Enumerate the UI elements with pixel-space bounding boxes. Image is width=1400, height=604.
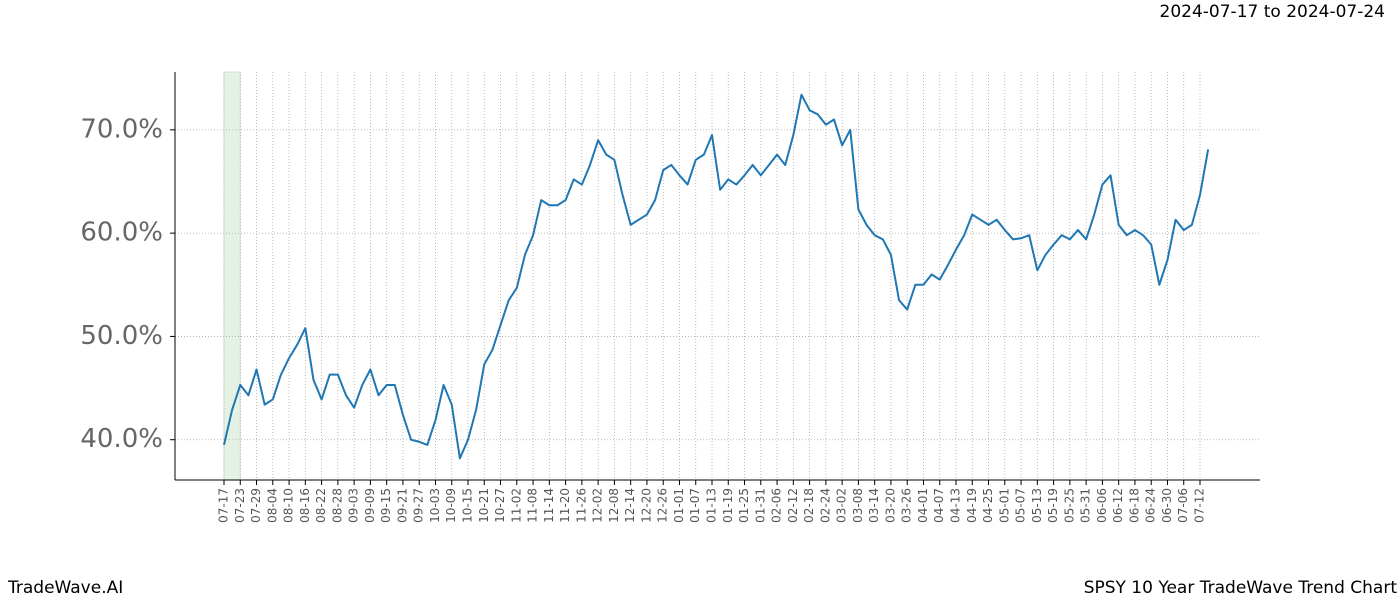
x-tick-label: 02-06 [770, 488, 784, 523]
x-tick-label: 02-24 [818, 488, 832, 523]
x-tick-label: 05-31 [1079, 488, 1093, 523]
x-tick-label: 05-25 [1062, 488, 1076, 523]
x-tick-label: 10-09 [444, 488, 458, 523]
x-tick-label: 03-20 [883, 488, 897, 523]
x-tick-label: 12-20 [639, 488, 653, 523]
x-tick-label: 08-04 [265, 488, 279, 523]
y-tick-label: 40.0% [80, 424, 163, 454]
x-tick-label: 06-24 [1144, 488, 1158, 523]
highlight-band [223, 71, 241, 481]
x-tick-label: 11-14 [542, 488, 556, 523]
x-tick-label: 05-01 [997, 488, 1011, 523]
x-tick-label: 06-30 [1160, 488, 1174, 523]
x-tick-label: 11-08 [526, 488, 540, 523]
x-tick-label: 07-23 [233, 488, 247, 523]
y-tick-label: 50.0% [80, 321, 163, 351]
x-tick-label: 01-19 [721, 488, 735, 523]
x-tick-label: 01-31 [753, 488, 767, 523]
x-tick-label: 09-03 [347, 488, 361, 523]
x-tick-label: 03-08 [851, 488, 865, 523]
x-tick-label: 08-16 [298, 488, 312, 523]
x-tick-label: 01-01 [672, 488, 686, 523]
chart-title: 2024-07-17 to 2024-07-24 [1160, 2, 1385, 22]
x-tick-label: 04-13 [949, 488, 963, 523]
x-tick-label: 04-19 [965, 488, 979, 523]
x-tick-label: 02-12 [786, 488, 800, 523]
x-tick-label: 10-27 [493, 488, 507, 523]
x-tick-label: 07-12 [1193, 488, 1207, 523]
x-tick-label: 08-10 [282, 488, 296, 523]
x-tick-label: 10-03 [428, 488, 442, 523]
x-tick-label: 01-13 [705, 488, 719, 523]
x-tick-label: 04-07 [932, 488, 946, 523]
x-tick-label: 04-01 [916, 488, 930, 523]
x-tick-label: 10-15 [461, 488, 475, 523]
x-tick-label: 06-18 [1127, 488, 1141, 523]
y-tick-label: 70.0% [80, 114, 163, 144]
x-tick-label: 09-27 [412, 488, 426, 523]
x-tick-label: 07-17 [217, 488, 231, 523]
x-tick-label: 07-29 [249, 488, 263, 523]
x-tick-label: 08-28 [330, 488, 344, 523]
trend-line [223, 93, 1210, 460]
x-tick-label: 12-08 [607, 488, 621, 523]
x-tick-label: 11-20 [558, 488, 572, 523]
x-tick-label: 05-07 [1014, 488, 1028, 523]
x-tick-label: 10-21 [477, 488, 491, 523]
x-tick-label: 01-25 [737, 488, 751, 523]
x-tick-label: 06-12 [1111, 488, 1125, 523]
brand: TradeWave.AI [7, 578, 123, 598]
x-tick-label: 12-02 [591, 488, 605, 523]
x-tick-label: 05-13 [1030, 488, 1044, 523]
x-tick-label: 01-07 [688, 488, 702, 523]
x-tick-label: 03-14 [867, 488, 881, 523]
x-tick-label: 02-18 [802, 488, 816, 523]
x-tick-label: 09-21 [395, 488, 409, 523]
x-tick-label: 07-06 [1176, 488, 1190, 523]
chart-subtitle: SPSY 10 Year TradeWave Trend Chart [1084, 578, 1398, 598]
x-tick-label: 05-19 [1046, 488, 1060, 523]
x-tick-label: 09-15 [379, 488, 393, 523]
x-tick-label: 11-02 [509, 488, 523, 523]
y-tick-label: 60.0% [80, 218, 163, 248]
x-tick-label: 12-14 [623, 488, 637, 523]
x-tick-label: 09-09 [363, 488, 377, 523]
x-tick-label: 04-25 [981, 488, 995, 523]
x-tick-label: 06-06 [1095, 488, 1109, 523]
x-tick-label: 12-26 [656, 488, 670, 523]
x-tick-label: 03-02 [835, 488, 849, 523]
x-tick-label: 11-26 [574, 488, 588, 523]
x-tick-label: 03-26 [900, 488, 914, 523]
x-tick-label: 08-22 [314, 488, 328, 523]
